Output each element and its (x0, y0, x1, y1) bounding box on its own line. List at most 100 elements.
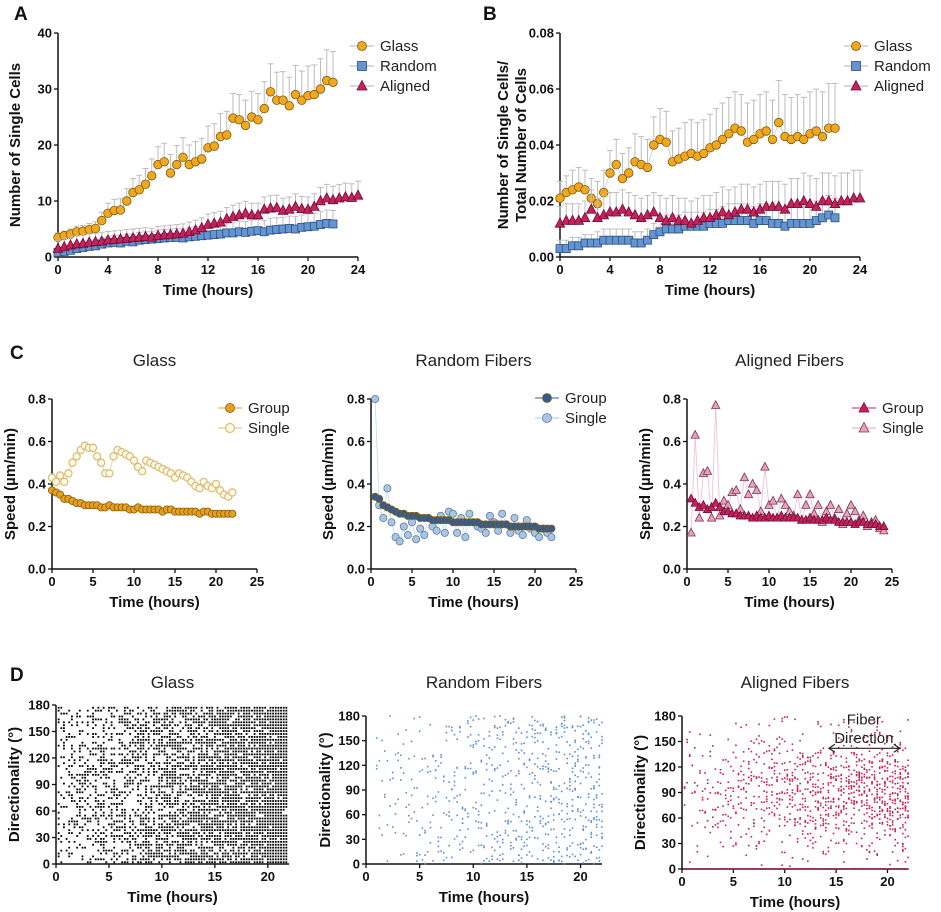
data-point (493, 767, 496, 770)
data-point (176, 735, 179, 738)
data-point (237, 709, 240, 712)
data-point (518, 770, 520, 772)
data-point (587, 796, 590, 799)
data-point (280, 709, 282, 712)
data-point (163, 773, 166, 776)
data-point (518, 854, 520, 856)
data-point (448, 509, 457, 518)
data-point (571, 767, 574, 770)
data-point (245, 759, 248, 762)
data-point (550, 733, 552, 736)
data-point (258, 817, 261, 820)
data-point (846, 499, 856, 509)
data-point (192, 779, 195, 782)
data-point (717, 806, 719, 809)
data-point (65, 738, 68, 741)
data-point (179, 852, 182, 855)
data-point (547, 857, 550, 859)
data-point (142, 730, 145, 732)
data-point (224, 715, 227, 718)
data-point (264, 768, 267, 770)
y-tick-label: 0.8 (28, 392, 46, 407)
data-point (221, 779, 224, 782)
data-point (706, 798, 709, 800)
data-point (121, 768, 124, 770)
x-tick-label: 8 (154, 262, 161, 277)
data-point (536, 765, 539, 768)
data-point (258, 776, 261, 779)
data-point (229, 759, 232, 762)
data-point (92, 785, 94, 788)
data-point (171, 730, 174, 732)
data-point (147, 805, 150, 808)
data-point (261, 791, 264, 794)
data-point (456, 835, 458, 838)
data-point (89, 817, 92, 820)
data-point (277, 779, 280, 782)
data-point (63, 823, 65, 826)
data-point (224, 779, 227, 782)
data-point (280, 779, 282, 782)
data-point (200, 846, 203, 849)
data-point (221, 852, 224, 855)
data-point (477, 844, 480, 847)
data-point (688, 755, 691, 757)
data-point (123, 762, 126, 765)
data-point (115, 808, 118, 811)
data-point (240, 120, 251, 131)
x-tick-label: 24 (853, 262, 868, 277)
data-point (97, 709, 100, 712)
data-point (714, 868, 717, 870)
data-point (179, 706, 182, 709)
data-point (253, 835, 256, 837)
data-point (200, 838, 203, 840)
data-point (542, 725, 544, 727)
data-point (253, 779, 256, 782)
data-point (174, 811, 177, 814)
data-point (256, 797, 259, 800)
data-point (688, 731, 691, 733)
data-point (504, 774, 507, 776)
data-point (277, 805, 280, 808)
data-point (381, 739, 383, 742)
data-point (227, 768, 230, 770)
data-point (277, 800, 280, 802)
data-point (208, 861, 211, 864)
data-point (272, 808, 275, 811)
data-point (92, 715, 94, 718)
data-point (70, 747, 73, 750)
data-point (121, 741, 124, 744)
data-point (192, 829, 195, 832)
data-point (258, 753, 261, 756)
data-point (240, 741, 243, 744)
data-point (453, 528, 462, 537)
data-point (261, 788, 264, 791)
data-point (256, 823, 259, 826)
data-point (418, 730, 421, 732)
data-point (253, 718, 256, 721)
legend-label: Group (565, 390, 607, 407)
data-point (469, 767, 472, 770)
data-point (611, 159, 621, 170)
data-point (153, 756, 155, 759)
data-point (261, 858, 264, 861)
data-point (593, 798, 595, 801)
data-point (110, 797, 113, 800)
data-point (97, 817, 100, 820)
data-point (569, 845, 571, 847)
data-point (229, 770, 232, 773)
data-point (235, 852, 237, 855)
data-point (742, 203, 753, 214)
x-tick-label: 10 (446, 574, 460, 589)
data-point (187, 756, 190, 759)
data-point (161, 785, 163, 788)
data-point (200, 855, 203, 858)
data-point (235, 826, 237, 829)
data-point (179, 768, 182, 770)
data-point (200, 858, 203, 861)
data-point (60, 840, 63, 843)
data-point (155, 829, 158, 832)
data-point (277, 791, 280, 794)
data-point (176, 832, 179, 834)
data-point (405, 806, 408, 809)
